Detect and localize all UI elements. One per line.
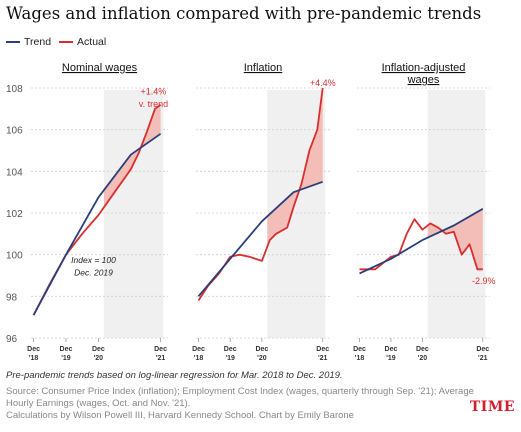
legend-item-trend: Trend [6,36,51,48]
y-tick-label: 106 [6,126,23,137]
actual-line-3 [359,218,483,271]
y-tick-label: 96 [6,334,18,345]
x-tick-label: '18 [355,355,365,362]
annotation: Index = 100 [71,255,116,265]
y-tick-label: 98 [6,292,18,303]
panel-title: Inflation [244,62,283,74]
footnote-credit: Calculations by Wilson Powell III, Harva… [6,410,354,421]
x-tick-label: Dec [476,346,489,353]
x-tick-label: '19 [61,355,71,362]
x-tick-label: '21 [478,355,488,362]
x-tick-label: '19 [386,355,396,362]
x-tick-label: '21 [318,355,328,362]
legend-label-trend: Trend [24,36,52,48]
x-tick-label: Dec [385,346,398,353]
x-tick-label: '18 [29,355,39,362]
annotation: +1.4% [141,86,167,96]
annotation: v. trend [139,99,168,109]
x-tick-label: Dec [27,346,40,353]
panel-title: Inflation-adjusted [382,62,466,74]
annotation: Dec. 2019 [74,268,113,278]
time-logo: TIME [469,399,515,415]
gap-fill-1 [103,104,161,208]
x-tick-label: Dec [92,346,105,353]
y-tick-label: 102 [6,209,23,220]
legend-swatch-trend [6,41,20,43]
x-tick-label: '20 [94,355,104,362]
gap-fill-3 [427,208,483,270]
x-tick-label: Dec [416,346,429,353]
x-tick-label: '20 [418,355,428,362]
gap-fill-2 [267,88,323,247]
annotation: +4.4% [310,78,336,88]
y-tick-label: 100 [6,251,23,262]
trend-line-3 [359,208,484,275]
x-tick-label: Dec [224,346,237,353]
footnote-method: Pre-pandemic trends based on log-linear … [6,370,343,381]
footnote-source-1: Source: Consumer Price Index (inflation)… [6,386,474,397]
trend-line-2 [197,180,324,297]
x-tick-label: '18 [194,355,204,362]
panel-title: wages [407,74,440,86]
footnote-source-2: Hourly Earnings (wages, Oct. and Nov. '2… [6,398,191,409]
x-tick-label: Dec [316,346,329,353]
legend: Trend Actual [6,36,106,48]
x-tick-label: Dec [60,346,73,353]
legend-swatch-actual [59,41,74,43]
x-tick-label: Dec [192,346,205,353]
x-tick-label: Dec [255,346,268,353]
y-tick-label: 108 [6,84,23,95]
legend-item-actual: Actual [59,36,106,48]
trend-line-1 [32,133,162,316]
legend-label-actual: Actual [77,36,107,48]
x-tick-label: '19 [225,355,235,362]
x-tick-label: Dec [353,346,366,353]
annotation: -2.9% [472,276,496,286]
chart-title: Wages and inflation compared with pre-pa… [6,4,482,23]
panel-title: Nominal wages [62,62,138,74]
x-tick-label: Dec [154,346,167,353]
x-tick-label: '20 [257,355,267,362]
y-tick-label: 104 [6,167,23,178]
x-tick-label: '21 [156,355,166,362]
